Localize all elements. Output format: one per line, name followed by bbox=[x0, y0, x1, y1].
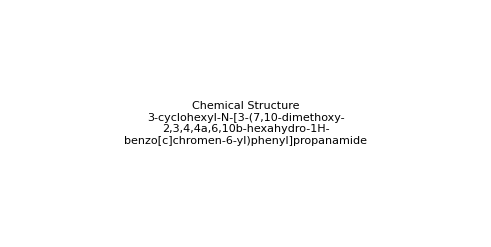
Text: Chemical Structure
3-cyclohexyl-N-[3-(7,10-dimethoxy-
2,3,4,4a,6,10b-hexahydro-1: Chemical Structure 3-cyclohexyl-N-[3-(7,… bbox=[124, 101, 367, 146]
